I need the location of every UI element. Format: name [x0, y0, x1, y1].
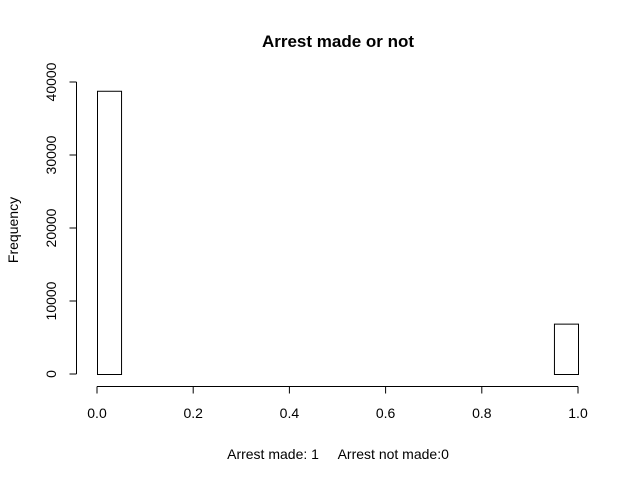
x-tick-label-1: 0.2	[183, 405, 203, 421]
histogram-bar-1	[553, 323, 580, 376]
x-tick-label-0: 0.0	[87, 405, 107, 421]
histogram-bar-0	[97, 90, 123, 375]
y-tick-label-1: 10000	[43, 281, 59, 320]
x-tick-label-5: 1.0	[568, 405, 588, 421]
y-axis-label: Frequency	[5, 197, 21, 263]
y-tick-label-0: 0	[43, 370, 59, 378]
y-tick-label-4: 40000	[43, 62, 59, 101]
x-tick-label-4: 0.8	[472, 405, 492, 421]
bars	[97, 90, 580, 376]
x-tick-label-3: 0.6	[376, 405, 396, 421]
y-tick-label-3: 30000	[43, 135, 59, 174]
y-tick-label-2: 20000	[43, 208, 59, 247]
y-ticks: 0 10000 20000 30000 40000	[43, 62, 77, 378]
chart-title: Arrest made or not	[262, 32, 414, 51]
x-tick-label-2: 0.4	[280, 405, 300, 421]
x-ticks: 0.0 0.2 0.4 0.6 0.8 1.0	[87, 386, 588, 421]
x-axis-label: Arrest made: 1 Arrest not made:0	[227, 446, 449, 462]
